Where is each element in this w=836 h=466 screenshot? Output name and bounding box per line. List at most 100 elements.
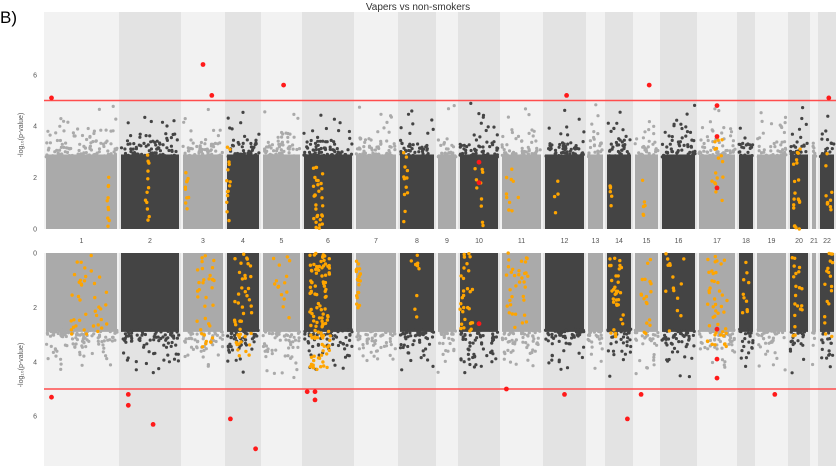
highlight-snp — [722, 310, 726, 314]
snp-point — [263, 328, 267, 332]
highlight-snp — [276, 285, 280, 289]
highlight-snps-bottom — [69, 251, 835, 372]
highlight-snp — [721, 175, 725, 179]
highlight-snp — [69, 319, 73, 323]
highlight-snp — [510, 295, 514, 299]
highlight-snp — [317, 268, 321, 272]
snp-point — [307, 329, 311, 333]
highlight-snp — [146, 186, 151, 190]
snp-point — [713, 338, 717, 342]
highlight-snp — [711, 305, 715, 309]
snp-point — [347, 354, 351, 358]
snp-point — [291, 345, 295, 349]
snp-point — [374, 152, 378, 156]
snp-point — [126, 334, 131, 338]
highlight-snp — [237, 270, 242, 275]
highlight-snp — [823, 321, 827, 325]
snp-point — [757, 149, 761, 153]
snp-point — [280, 135, 284, 139]
highlight-snp — [210, 286, 214, 290]
snp-point — [92, 129, 96, 133]
snp-point — [559, 151, 564, 155]
highlight-snp — [648, 279, 652, 284]
snp-point — [249, 141, 253, 146]
highlight-snp — [249, 331, 253, 336]
snp-point — [431, 364, 435, 368]
highlight-snp — [721, 334, 726, 338]
snp-point — [612, 126, 616, 130]
snp-point — [436, 155, 440, 159]
snp-point — [467, 143, 471, 147]
highlight-snp — [747, 280, 751, 285]
snp-point — [400, 368, 404, 372]
panel-label: B) — [0, 8, 17, 27]
snp-point — [155, 147, 159, 151]
snp-point — [705, 150, 710, 154]
highlight-snp — [200, 345, 205, 349]
highlight-snp — [234, 340, 238, 345]
snp-point — [689, 154, 693, 158]
snp-point — [442, 334, 446, 338]
snp-point — [361, 343, 365, 347]
snp-point — [213, 141, 217, 145]
highlight-snp — [312, 319, 316, 323]
snp-point — [181, 144, 185, 148]
snp-point — [569, 141, 573, 145]
highlight-snp — [312, 358, 316, 363]
highlight-snp — [707, 270, 711, 274]
highlight-snp — [793, 313, 797, 318]
highlight-snp — [247, 298, 252, 302]
snp-point — [495, 148, 499, 152]
snp-point — [158, 149, 162, 153]
snp-point — [287, 147, 291, 151]
snp-point — [230, 348, 235, 352]
snp-point — [292, 135, 296, 139]
snp-point — [162, 358, 166, 362]
snp-point — [525, 333, 530, 337]
highlight-snp — [415, 293, 419, 298]
highlight-snp — [238, 327, 242, 331]
snp-point — [828, 150, 832, 154]
highlight-snp — [613, 292, 617, 296]
snp-block-chr3 — [183, 154, 223, 229]
snp-point — [827, 353, 831, 357]
snp-point — [762, 148, 766, 152]
snp-point — [66, 120, 70, 124]
highlight-snp — [327, 348, 331, 353]
snp-point — [201, 355, 205, 359]
snp-point — [572, 146, 577, 150]
snp-point — [488, 145, 492, 149]
snp-cloud-top — [44, 101, 836, 229]
highlight-snp — [616, 280, 620, 284]
snp-point — [309, 138, 313, 143]
snp-point — [829, 341, 833, 345]
highlight-snp — [273, 282, 277, 286]
highlight-snp — [504, 192, 509, 196]
highlight-snp — [321, 322, 325, 326]
snp-point — [199, 149, 203, 154]
snp-point — [380, 327, 384, 331]
snp-point — [509, 350, 513, 354]
snp-point — [70, 337, 75, 341]
snp-point — [169, 154, 173, 158]
snp-point — [789, 330, 793, 334]
highlight-snp — [356, 290, 361, 295]
snp-point — [370, 336, 374, 340]
highlight-snp — [233, 257, 237, 261]
highlight-snp — [725, 298, 729, 303]
highlight-snp — [671, 275, 675, 279]
highlight-snp — [183, 187, 188, 191]
snp-point — [92, 131, 96, 136]
snp-point — [633, 331, 638, 335]
snp-point — [620, 140, 624, 144]
highlight-snp — [797, 265, 802, 270]
snp-point — [623, 329, 627, 333]
highlight-snp — [248, 264, 253, 268]
significant-snp-chr19 — [772, 392, 778, 397]
snp-point — [491, 143, 495, 147]
snp-point — [62, 129, 66, 133]
highlight-snp — [608, 257, 612, 261]
snp-point — [63, 150, 67, 154]
highlight-snp — [794, 271, 798, 276]
snp-point — [745, 328, 749, 332]
